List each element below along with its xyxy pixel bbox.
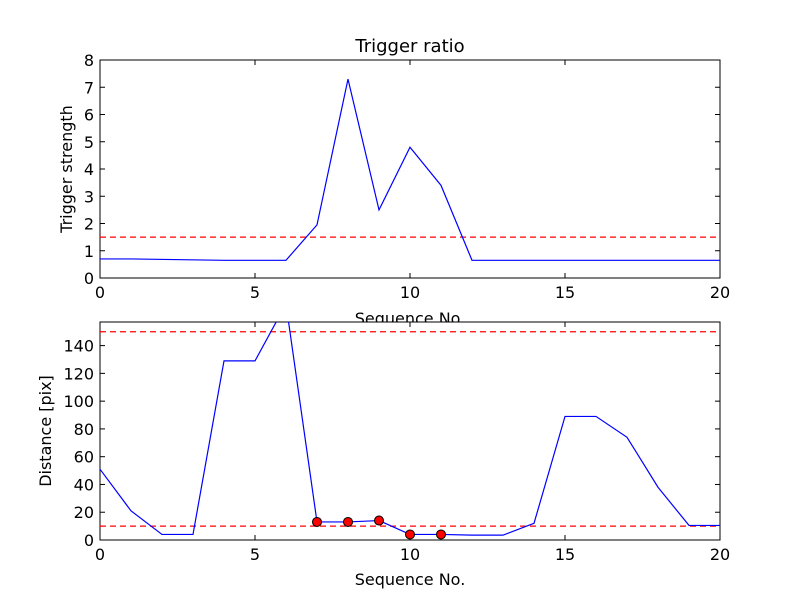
- trigger-chart-title: Trigger ratio: [354, 36, 464, 57]
- distance-marker-point: [343, 516, 353, 527]
- distance-x-tick-label: 20: [710, 545, 730, 564]
- trigger-y-tick-label: 7: [84, 78, 94, 97]
- trigger-x-tick-label: 15: [555, 283, 575, 302]
- distance-marker-point: [436, 529, 446, 540]
- trigger-y-axis-label: Trigger strength: [57, 105, 76, 234]
- distance-y-tick-label: 140: [63, 337, 94, 356]
- distance-y-tick-label: 100: [63, 392, 94, 411]
- trigger-y-tick-label: 2: [84, 215, 94, 234]
- trigger-series-group: [100, 78, 720, 261]
- distance-marker-point: [405, 529, 415, 540]
- distance-y-tick-label: 40: [74, 475, 94, 494]
- trigger-y-tick-label: 6: [84, 106, 94, 125]
- distance-marker-point: [374, 515, 384, 526]
- trigger-y-tick-label: 5: [84, 133, 94, 152]
- distance-y-tick-label: 80: [74, 420, 94, 439]
- distance-series-group: [100, 322, 720, 540]
- trigger-x-tick-label: 10: [400, 283, 420, 302]
- distance-x-tick-label: 0: [95, 545, 105, 564]
- distance-y-tick-label: 0: [84, 531, 94, 550]
- trigger-x-tick-label: 20: [710, 283, 730, 302]
- trigger-y-tick-label: 3: [84, 187, 94, 206]
- distance-x-tick-label: 15: [555, 545, 575, 564]
- distance-plot-area: [99, 321, 721, 541]
- trigger-x-tick-label: 0: [95, 283, 105, 302]
- trigger-y-tick-label: 0: [84, 269, 94, 288]
- trigger-axis-ticks: 0 5 10 15 20 0 1 2 3 4 5 6 7 8: [84, 51, 730, 302]
- trigger-plot-area: [99, 59, 721, 279]
- trigger-y-tick-label: 1: [84, 242, 94, 261]
- distance-marker-point: [312, 516, 322, 527]
- distance-y-tick-label: 120: [63, 364, 94, 383]
- trigger-x-tick-label: 5: [250, 283, 260, 302]
- distance-y-tick-label: 20: [74, 503, 94, 522]
- distance-x-axis-label: Sequence No.: [355, 570, 466, 589]
- distance-x-tick-label: 5: [250, 545, 260, 564]
- distance-y-tick-label: 60: [74, 448, 94, 467]
- trigger-y-tick-label: 8: [84, 51, 94, 70]
- distance-y-axis-label: Distance [pix]: [36, 375, 55, 487]
- trigger-series-line: [100, 78, 720, 261]
- distance-x-tick-label: 10: [400, 545, 420, 564]
- trigger-y-tick-label: 4: [84, 160, 94, 179]
- distance-axis-ticks: 0 5 10 15 20 0 20 40 60 80 100 120 140: [63, 322, 730, 564]
